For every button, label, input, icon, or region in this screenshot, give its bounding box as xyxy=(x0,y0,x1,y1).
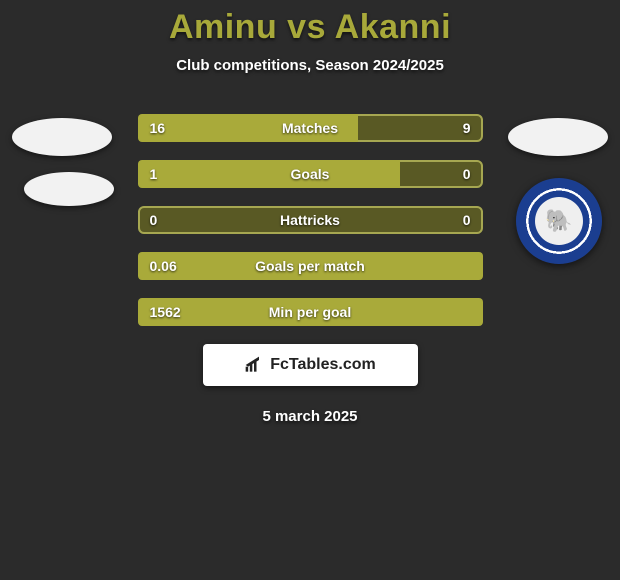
stat-value-left: 0 xyxy=(150,212,158,228)
stats-block: 16 Matches 9 1 Goals 0 0 Hattricks 0 0.0… xyxy=(0,114,620,326)
stat-row-hattricks: 0 Hattricks 0 xyxy=(138,206,483,234)
stat-label: Min per goal xyxy=(269,304,351,320)
stat-bar-fill xyxy=(138,160,400,188)
stat-value-right: 0 xyxy=(463,212,471,228)
stat-value-right: 9 xyxy=(463,120,471,136)
stat-value-left: 1562 xyxy=(150,304,181,320)
chart-icon xyxy=(244,355,264,375)
stat-row-goals: 1 Goals 0 xyxy=(138,160,483,188)
stat-row-matches: 16 Matches 9 xyxy=(138,114,483,142)
stat-label: Matches xyxy=(282,120,338,136)
stat-value-right: 0 xyxy=(463,166,471,182)
branding-badge[interactable]: FcTables.com xyxy=(203,344,418,386)
stat-label: Hattricks xyxy=(280,212,340,228)
stat-label: Goals per match xyxy=(255,258,365,274)
stat-value-left: 1 xyxy=(150,166,158,182)
subtitle: Club competitions, Season 2024/2025 xyxy=(0,57,620,74)
stat-row-min-per-goal: 1562 Min per goal xyxy=(138,298,483,326)
stat-value-left: 16 xyxy=(150,120,166,136)
branding-text: FcTables.com xyxy=(270,356,376,374)
stat-value-left: 0.06 xyxy=(150,258,177,274)
stat-label: Goals xyxy=(291,166,330,182)
stat-row-goals-per-match: 0.06 Goals per match xyxy=(138,252,483,280)
page-title: Aminu vs Akanni xyxy=(0,8,620,47)
date-text: 5 march 2025 xyxy=(0,408,620,425)
